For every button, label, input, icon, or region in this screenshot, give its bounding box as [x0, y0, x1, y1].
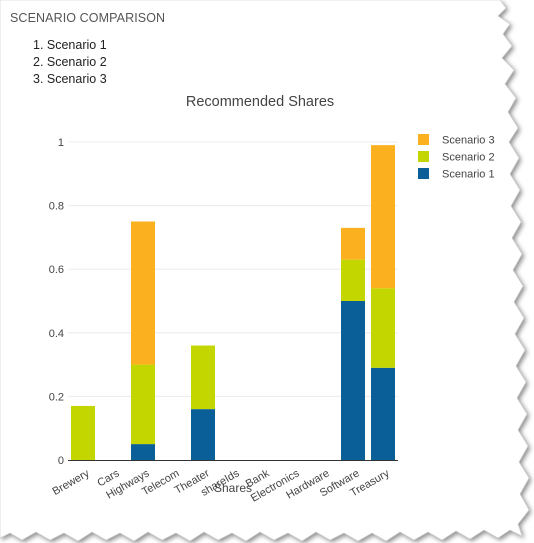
y-tick-label: 0 [58, 455, 64, 467]
bar-segment[interactable] [191, 345, 215, 410]
scenario-list-item: 2. Scenario 2 [33, 55, 107, 69]
bar-segment[interactable] [131, 221, 155, 365]
x-axis-title: Shares [214, 481, 252, 495]
legend-label[interactable]: Scenario 1 [442, 169, 495, 181]
x-tick-label: Brewery [51, 467, 92, 498]
chart-title: Recommended Shares [185, 94, 335, 110]
bar-segment[interactable] [371, 288, 395, 368]
legend-swatch [418, 134, 429, 145]
bar-segment[interactable] [341, 227, 365, 260]
legend-label[interactable]: Scenario 3 [442, 135, 495, 147]
bar-segment[interactable] [371, 367, 395, 460]
scenario-list-item: 3. Scenario 3 [33, 72, 107, 86]
bar-segment[interactable] [371, 145, 395, 289]
y-tick-label: 0.6 [49, 264, 64, 276]
y-tick-label: 1 [58, 137, 64, 149]
scenario-list: 1. Scenario 1 2. Scenario 2 3. Scenario … [33, 37, 107, 88]
bars [71, 145, 395, 460]
bar-segment[interactable] [341, 259, 365, 301]
bar-segment[interactable] [191, 409, 215, 460]
bar-segment[interactable] [131, 364, 155, 445]
legend-swatch [418, 151, 429, 162]
legend-label[interactable]: Scenario 2 [442, 152, 495, 164]
y-tick-label: 0.4 [49, 328, 64, 340]
y-tick-label: 0.2 [49, 391, 64, 403]
bar-segment[interactable] [131, 444, 155, 460]
y-tick-label: 0.8 [49, 201, 64, 213]
bar-segment[interactable] [341, 301, 365, 460]
legend-swatch [418, 168, 429, 179]
section-title: SCENARIO COMPARISON [10, 11, 166, 25]
scenario-list-item: 1. Scenario 1 [33, 38, 107, 52]
bar-segment[interactable] [71, 405, 95, 460]
legend: Scenario 3 Scenario 2 Scenario 1 [418, 134, 495, 181]
